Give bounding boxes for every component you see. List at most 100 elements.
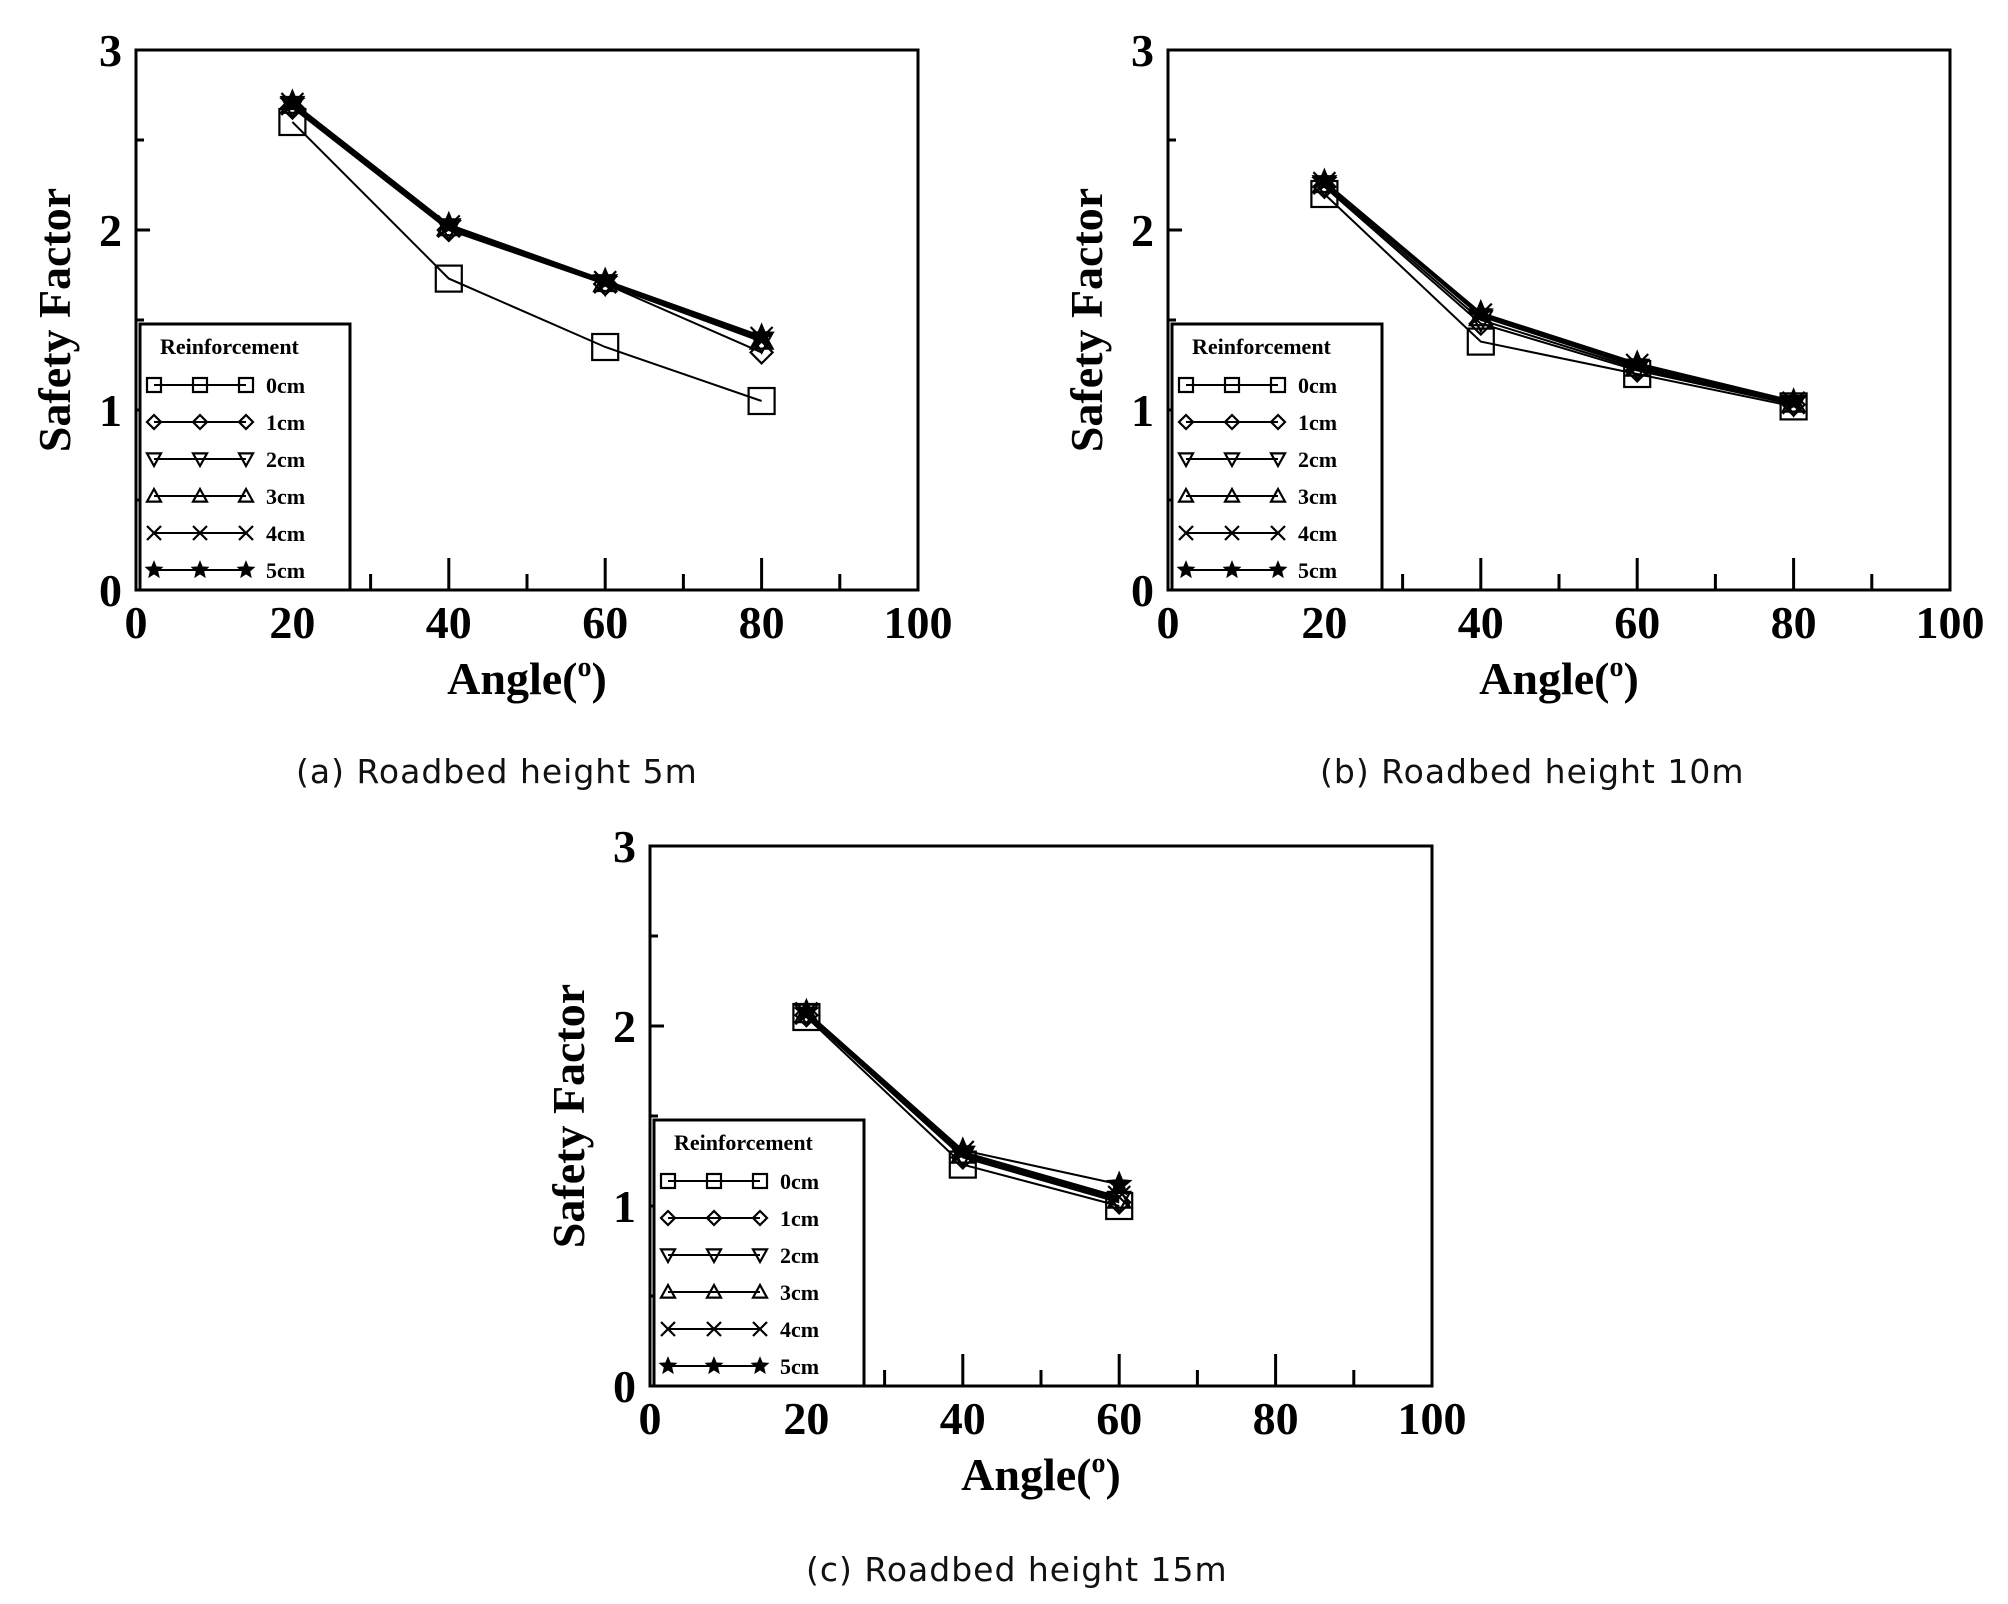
data-point — [279, 88, 306, 114]
series-1cm — [279, 95, 775, 365]
legend-marker — [1223, 486, 1241, 503]
legend-marker — [1177, 376, 1195, 394]
series-line — [1323, 182, 1794, 404]
data-point — [949, 1136, 977, 1162]
legend-marker — [238, 525, 254, 541]
legend-marker — [237, 452, 255, 469]
legend-marker — [706, 1321, 722, 1337]
series-1cm — [1311, 174, 1807, 418]
series-line — [1323, 193, 1794, 408]
x-tick-label: 0 — [125, 597, 148, 648]
legend-title: Reinforcement — [1192, 334, 1332, 359]
legend-marker — [191, 486, 209, 503]
y-tick-label: 3 — [99, 25, 122, 76]
legend-label: 2cm — [780, 1243, 819, 1268]
data-point — [278, 107, 307, 137]
y-tick-label: 2 — [1131, 205, 1154, 256]
legend-label: 5cm — [1298, 558, 1337, 583]
legend-marker — [1270, 525, 1286, 541]
legend-marker — [237, 376, 255, 394]
x-tick-label: 40 — [940, 1393, 986, 1444]
x-tick-label: 80 — [1253, 1393, 1299, 1444]
legend-marker — [146, 525, 162, 541]
x-tick-label: 80 — [739, 597, 785, 648]
y-axis-title: Safety Factor — [1061, 188, 1112, 452]
x-tick-label: 60 — [1096, 1393, 1142, 1444]
x-tick-label: 0 — [639, 1393, 662, 1444]
legend-marker — [1269, 413, 1287, 431]
legend-marker — [660, 1321, 676, 1337]
legend-marker — [1223, 376, 1241, 394]
legend-marker — [1269, 486, 1287, 503]
caption-c: (c) Roadbed height 15m — [806, 1550, 1228, 1589]
x-axis-title: Angle(o) — [447, 652, 607, 704]
x-tick-label: 80 — [1771, 597, 1817, 648]
legend-marker — [1223, 452, 1241, 469]
legend-label: 3cm — [1298, 484, 1337, 509]
y-tick-label: 0 — [1131, 565, 1154, 616]
y-tick-label: 2 — [613, 1001, 636, 1052]
x-tick-label: 100 — [1398, 1393, 1467, 1444]
x-tick-label: 20 — [1301, 597, 1347, 648]
data-point — [1466, 327, 1495, 356]
series-5cm — [793, 997, 1133, 1196]
series-5cm — [1311, 167, 1807, 413]
legend-label: 1cm — [1298, 410, 1337, 435]
data-point — [1780, 387, 1807, 413]
legend-marker — [705, 1248, 723, 1265]
legend-label: 0cm — [780, 1169, 819, 1194]
legend-label: 0cm — [266, 373, 305, 398]
y-tick-label: 1 — [1131, 385, 1154, 436]
series-2cm — [1311, 175, 1807, 418]
y-tick-label: 3 — [1131, 25, 1154, 76]
chart-a: 0 20 40 60 80 100 0 1 2 3 Angle(o) Safety Factor Rei… — [29, 25, 953, 704]
series-line — [291, 103, 762, 339]
legend-marker — [705, 1282, 723, 1299]
legend-marker — [752, 1321, 768, 1337]
legend-marker — [236, 560, 256, 579]
legend-title: Reinforcement — [674, 1130, 814, 1155]
legend-label: 2cm — [1298, 447, 1337, 472]
chart-c: 0 20 40 60 80 100 0 1 2 3 Angle(o) Safety Factor Rei… — [543, 821, 1467, 1500]
legend-marker — [751, 1248, 769, 1265]
data-point — [793, 997, 820, 1023]
x-tick-label: 40 — [1458, 597, 1504, 648]
legend-marker — [1177, 486, 1195, 503]
x-tick-label: 100 — [884, 597, 953, 648]
y-tick-label: 3 — [613, 821, 636, 872]
series-line — [1323, 184, 1794, 406]
legend-marker — [145, 452, 163, 469]
data-point — [1467, 298, 1495, 324]
caption-b: (b) Roadbed height 10m — [1320, 752, 1745, 791]
y-axis-title: Safety Factor — [543, 984, 594, 1248]
legend-label: 1cm — [780, 1206, 819, 1231]
legend-label: 4cm — [780, 1317, 819, 1342]
legend-marker — [1178, 525, 1194, 541]
legend-marker — [658, 1356, 678, 1375]
legend-marker — [659, 1248, 677, 1265]
data-point — [435, 210, 463, 236]
data-point — [434, 264, 463, 293]
series-line — [1323, 182, 1794, 404]
legend-marker — [1268, 560, 1288, 579]
legend-marker — [751, 1282, 769, 1299]
legend-label: 4cm — [266, 521, 305, 546]
data-point — [591, 266, 619, 292]
data-point — [591, 332, 620, 362]
x-axis-title: Angle(o) — [961, 1448, 1121, 1500]
legend-label: 1cm — [266, 410, 305, 435]
legend-label: 3cm — [266, 484, 305, 509]
data-point — [1105, 1170, 1133, 1196]
series-line — [291, 101, 762, 338]
x-axis-title: Angle(o) — [1479, 652, 1639, 704]
legend: Reinforcement 0cm 1cm 2cm 3cm 4cm 5cm — [1170, 322, 1384, 592]
y-tick-label: 1 — [613, 1181, 636, 1232]
legend-marker — [190, 560, 210, 579]
legend-marker — [704, 1356, 724, 1375]
series-0cm — [1310, 179, 1808, 421]
legend-marker — [1177, 452, 1195, 469]
legend-marker — [659, 1209, 677, 1227]
legend-box — [138, 322, 352, 592]
x-tick-label: 20 — [783, 1393, 829, 1444]
legend-label: 3cm — [780, 1280, 819, 1305]
